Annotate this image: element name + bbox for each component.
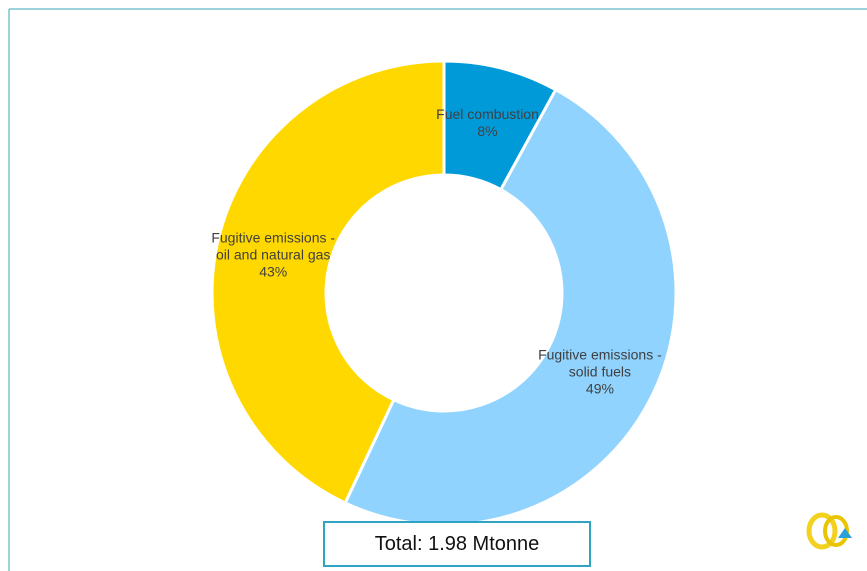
category-label: Fugitive emissions - oil and natural gas [211, 229, 336, 263]
donut-slice [210, 59, 446, 505]
category-label: Fuel combustion [436, 106, 539, 123]
value-label: 8% [477, 123, 498, 140]
value-label: 49% [585, 380, 614, 397]
category-label: Fugitive emissions - solid fuels [538, 346, 662, 380]
slice-label: Fugitive emissions - oil and natural gas… [208, 229, 338, 280]
slice-label: Fugitive emissions - solid fuels 49% [535, 347, 665, 398]
slice-label: Fuel combustion 8% [423, 106, 553, 140]
total-box: Total: 1.98 Mtonne [323, 521, 591, 567]
logo [806, 512, 852, 550]
value-label: 43% [259, 263, 288, 280]
